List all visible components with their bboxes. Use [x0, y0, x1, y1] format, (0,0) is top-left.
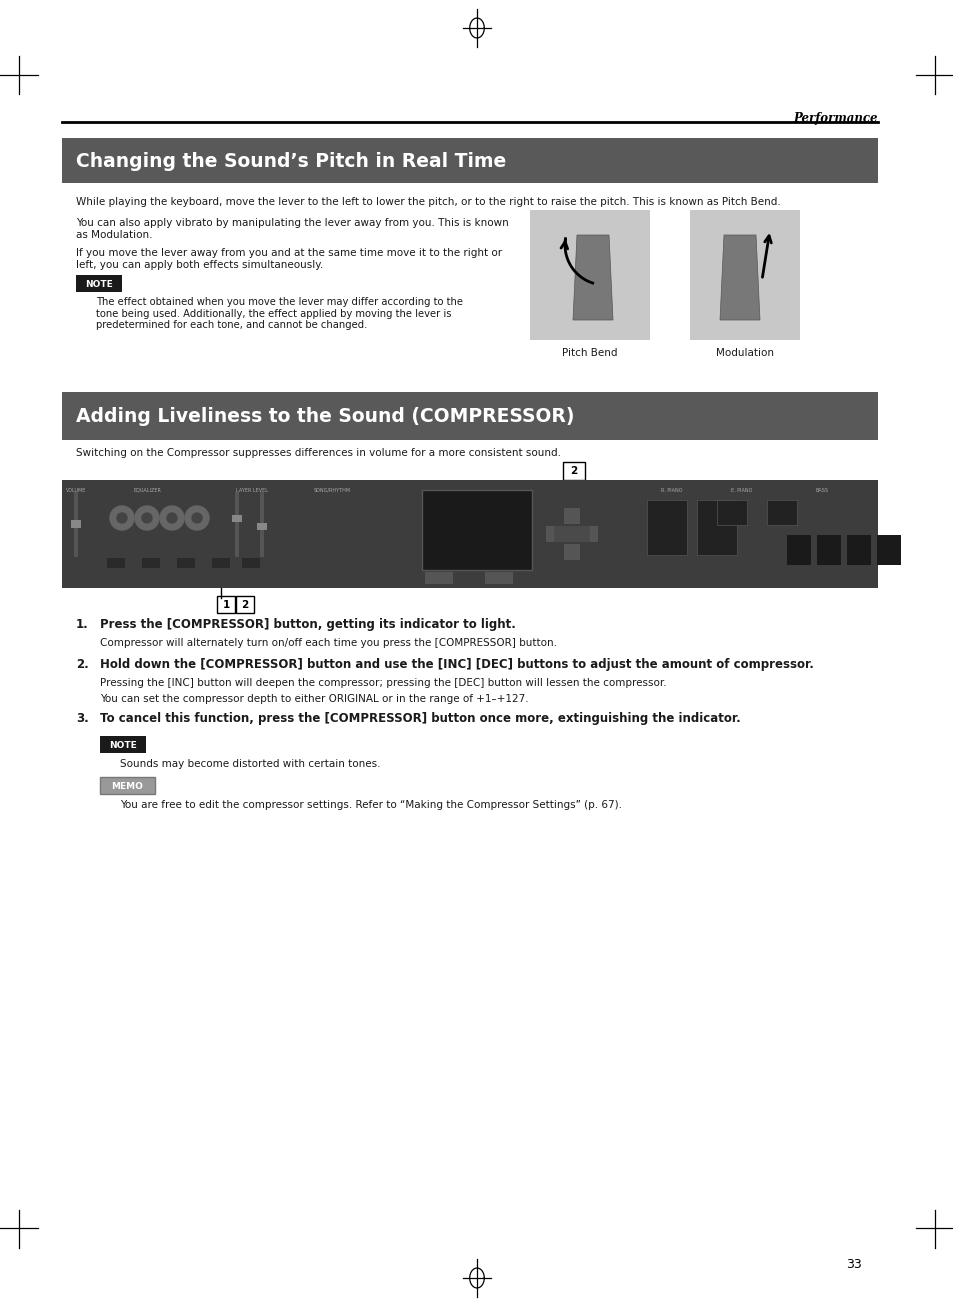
Text: 1: 1 — [222, 599, 230, 610]
Text: Pitch Bend: Pitch Bend — [561, 347, 618, 358]
Bar — [530, 210, 649, 340]
Text: To cancel this function, press the [COMPRESSOR] button once more, extinguishing : To cancel this function, press the [COMP… — [100, 712, 740, 725]
Circle shape — [117, 513, 127, 522]
Bar — [562, 462, 584, 481]
Bar — [689, 210, 800, 340]
Text: VOLUME: VOLUME — [66, 488, 86, 492]
Text: Press the [COMPRESSOR] button, getting its indicator to light.: Press the [COMPRESSOR] button, getting i… — [100, 618, 516, 631]
Bar — [563, 508, 579, 524]
Text: Changing the Sound’s Pitch in Real Time: Changing the Sound’s Pitch in Real Time — [76, 151, 506, 171]
Bar — [177, 558, 194, 568]
Bar — [76, 276, 122, 293]
Text: SONG/RHYTHM: SONG/RHYTHM — [314, 488, 350, 492]
Bar — [107, 558, 125, 568]
Text: Modulation: Modulation — [716, 347, 773, 358]
Text: 33: 33 — [845, 1258, 862, 1271]
Text: Compressor will alternately turn on/off each time you press the [COMPRESSOR] but: Compressor will alternately turn on/off … — [100, 639, 557, 648]
Circle shape — [142, 513, 152, 522]
Text: While playing the keyboard, move the lever to the left to lower the pitch, or to: While playing the keyboard, move the lev… — [76, 197, 780, 206]
Bar — [697, 500, 737, 555]
Text: BASS: BASS — [815, 488, 827, 492]
Text: The effect obtained when you move the lever may differ according to the
tone bei: The effect obtained when you move the le… — [96, 296, 462, 330]
Bar — [424, 572, 453, 584]
Text: LAYER LEVEL: LAYER LEVEL — [235, 488, 268, 492]
Bar — [581, 526, 598, 542]
Bar — [816, 535, 841, 565]
Bar — [62, 392, 877, 440]
Bar — [100, 737, 146, 754]
Bar — [484, 572, 513, 584]
Bar — [100, 777, 154, 794]
Bar — [216, 596, 234, 613]
Text: 2: 2 — [570, 466, 577, 475]
Bar — [74, 492, 78, 556]
Bar — [71, 520, 81, 528]
Bar — [786, 535, 810, 565]
Text: 2: 2 — [241, 599, 249, 610]
Bar — [766, 500, 796, 525]
Bar — [554, 526, 589, 542]
Bar — [242, 558, 260, 568]
Text: Switching on the Compressor suppresses differences in volume for a more consiste: Switching on the Compressor suppresses d… — [76, 448, 560, 458]
Text: You are free to edit the compressor settings. Refer to “Making the Compressor Se: You are free to edit the compressor sett… — [120, 801, 621, 810]
Bar — [646, 500, 686, 555]
Bar — [62, 138, 877, 183]
Text: EQUALIZER: EQUALIZER — [132, 488, 161, 492]
Bar — [846, 535, 870, 565]
Text: Adding Liveliness to the Sound (COMPRESSOR): Adding Liveliness to the Sound (COMPRESS… — [76, 407, 574, 427]
Circle shape — [185, 505, 209, 530]
Text: R. PIANO: R. PIANO — [660, 488, 682, 492]
Circle shape — [160, 505, 184, 530]
Text: You can set the compressor depth to either ORIGINAL or in the range of +1–+127.: You can set the compressor depth to eith… — [100, 693, 528, 704]
Bar — [62, 481, 877, 588]
Bar — [142, 558, 160, 568]
Polygon shape — [720, 235, 760, 320]
Text: 3.: 3. — [76, 712, 89, 725]
Bar — [212, 558, 230, 568]
Text: Pressing the [INC] button will deepen the compressor; pressing the [DEC] button : Pressing the [INC] button will deepen th… — [100, 678, 666, 688]
Bar — [256, 522, 267, 530]
Text: You can also apply vibrato by manipulating the lever away from you. This is know: You can also apply vibrato by manipulati… — [76, 218, 508, 239]
Bar — [563, 545, 579, 560]
Bar — [876, 535, 900, 565]
Text: Hold down the [COMPRESSOR] button and use the [INC] [DEC] buttons to adjust the : Hold down the [COMPRESSOR] button and us… — [100, 658, 813, 671]
Polygon shape — [573, 235, 613, 320]
Bar — [421, 490, 532, 569]
Bar — [260, 492, 264, 556]
Text: E. PIANO: E. PIANO — [731, 488, 752, 492]
Text: 2.: 2. — [76, 658, 89, 671]
Bar — [232, 515, 242, 522]
Text: NOTE: NOTE — [109, 741, 136, 750]
Bar — [235, 596, 253, 613]
Circle shape — [192, 513, 202, 522]
Circle shape — [135, 505, 159, 530]
Circle shape — [167, 513, 177, 522]
Text: NOTE: NOTE — [85, 279, 112, 289]
Text: 1.: 1. — [76, 618, 89, 631]
Text: Performance: Performance — [793, 112, 877, 125]
Bar — [545, 526, 561, 542]
Bar — [234, 492, 239, 556]
Text: MEMO: MEMO — [112, 782, 143, 791]
Bar — [717, 500, 746, 525]
Text: If you move the lever away from you and at the same time move it to the right or: If you move the lever away from you and … — [76, 248, 501, 269]
Circle shape — [110, 505, 133, 530]
Text: Sounds may become distorted with certain tones.: Sounds may become distorted with certain… — [120, 759, 380, 769]
